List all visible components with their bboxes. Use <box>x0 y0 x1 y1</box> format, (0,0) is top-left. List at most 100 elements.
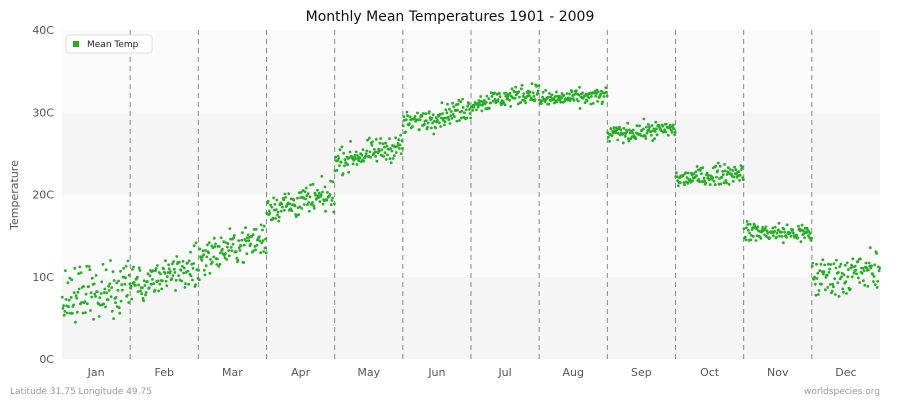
data-point <box>496 98 500 101</box>
data-point <box>813 275 816 279</box>
data-point <box>207 251 211 255</box>
data-point <box>219 236 223 240</box>
data-point <box>719 182 723 186</box>
data-point <box>524 101 528 105</box>
data-point <box>307 201 311 204</box>
data-point <box>721 170 725 173</box>
data-point <box>509 105 513 108</box>
data-point <box>508 98 511 102</box>
data-point <box>303 190 307 194</box>
data-point <box>401 124 405 128</box>
data-point <box>686 171 690 175</box>
data-point <box>434 116 438 119</box>
data-point <box>461 106 465 109</box>
chart-title: Monthly Mean Temperatures 1901 - 2009 <box>306 9 595 25</box>
data-point <box>814 293 818 297</box>
data-point <box>587 96 591 100</box>
data-point <box>805 231 808 235</box>
data-point <box>366 138 369 142</box>
data-point <box>300 207 304 210</box>
data-point <box>306 203 309 207</box>
data-point <box>226 242 230 246</box>
data-point <box>742 178 745 182</box>
data-point <box>455 119 459 123</box>
data-point <box>141 286 144 290</box>
data-point <box>443 120 447 123</box>
data-point <box>466 104 469 108</box>
data-point <box>141 297 145 300</box>
data-point <box>510 87 514 91</box>
data-point <box>837 295 841 298</box>
data-point <box>312 206 316 210</box>
data-point <box>213 245 217 249</box>
data-point <box>725 173 729 176</box>
data-point <box>254 227 258 231</box>
data-point <box>498 95 502 98</box>
data-point <box>358 156 362 160</box>
data-point <box>661 124 665 128</box>
data-point <box>553 101 556 105</box>
data-point <box>569 97 573 101</box>
data-point <box>514 85 518 89</box>
data-point <box>88 268 92 272</box>
data-point <box>864 261 868 265</box>
data-point <box>413 115 417 118</box>
data-point <box>670 131 674 134</box>
footer-coordinates: Latitude 31.75 Longitude 49.75 <box>10 387 152 397</box>
data-point <box>108 282 112 286</box>
data-point <box>600 89 603 93</box>
data-point <box>127 273 131 277</box>
data-point <box>280 202 284 206</box>
data-point <box>309 183 312 187</box>
data-point <box>181 259 185 263</box>
data-point <box>457 98 461 102</box>
data-point <box>267 209 271 213</box>
data-point <box>765 229 769 233</box>
data-point <box>72 291 76 294</box>
data-point <box>619 128 623 132</box>
data-point <box>477 99 481 102</box>
data-point <box>530 82 534 85</box>
data-point <box>531 91 535 95</box>
data-point <box>321 202 325 206</box>
data-point <box>197 278 201 282</box>
data-point <box>468 108 471 111</box>
data-point <box>816 271 820 275</box>
data-point <box>163 271 167 275</box>
data-point <box>211 260 214 264</box>
data-point <box>120 288 124 292</box>
data-point <box>476 105 480 109</box>
data-point <box>853 264 857 268</box>
data-point <box>224 252 227 255</box>
data-point <box>262 224 266 228</box>
data-point <box>426 121 430 125</box>
data-point <box>810 264 814 268</box>
data-point <box>807 234 810 238</box>
data-point <box>827 271 831 274</box>
data-point <box>241 231 244 235</box>
data-point <box>174 278 178 282</box>
data-point <box>604 86 608 90</box>
data-point <box>364 154 367 158</box>
data-point <box>353 153 357 157</box>
data-point <box>393 154 396 158</box>
data-point <box>634 137 638 141</box>
data-point <box>708 177 711 181</box>
data-point <box>565 92 569 95</box>
data-point <box>785 223 789 227</box>
data-point <box>445 111 449 115</box>
data-point <box>212 236 216 240</box>
data-point <box>855 272 858 276</box>
data-point <box>446 115 450 119</box>
data-point <box>247 239 251 243</box>
data-point <box>519 101 523 104</box>
data-point <box>149 282 153 286</box>
data-point <box>771 226 775 230</box>
data-point <box>663 128 666 132</box>
data-point <box>691 179 695 183</box>
data-point <box>137 283 141 287</box>
x-tick-label: Nov <box>767 366 789 379</box>
data-point <box>192 244 196 248</box>
data-point <box>62 304 65 308</box>
